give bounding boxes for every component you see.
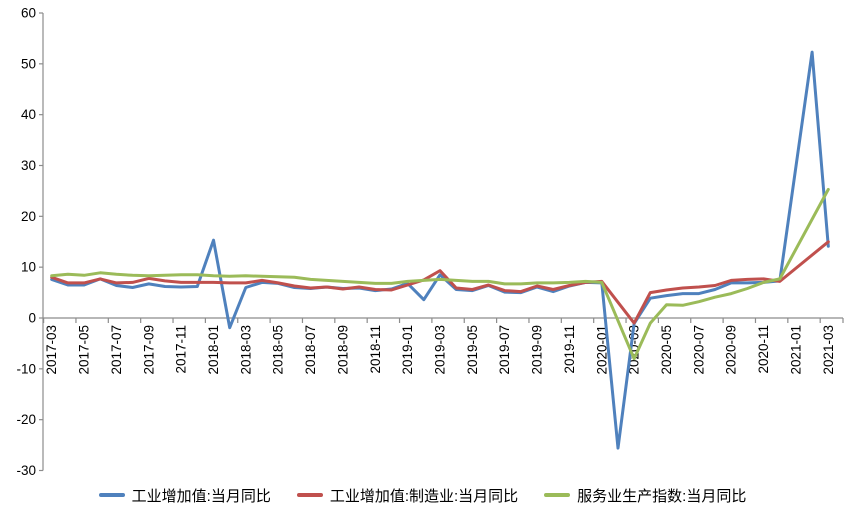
svg-text:2019-01: 2019-01 [400, 325, 415, 375]
svg-text:2020-01: 2020-01 [594, 325, 609, 375]
legend-label: 工业增加值:当月同比 [131, 487, 271, 505]
svg-text:40: 40 [21, 107, 36, 122]
legend-line-swatch-red [296, 493, 323, 497]
legend-line-swatch-blue [98, 493, 125, 497]
svg-text:2021-03: 2021-03 [821, 325, 836, 375]
svg-text:50: 50 [21, 56, 36, 71]
legend-line-swatch-green [544, 493, 571, 497]
svg-text:2020-11: 2020-11 [756, 325, 771, 374]
svg-text:2017-11: 2017-11 [174, 325, 189, 374]
svg-text:20: 20 [21, 209, 36, 224]
svg-text:-10: -10 [16, 361, 36, 376]
svg-text:2018-11: 2018-11 [368, 325, 383, 374]
legend: 工业增加值:当月同比 工业增加值:制造业:当月同比 服务业生产指数:当月同比 [0, 483, 845, 507]
svg-text:10: 10 [21, 260, 36, 275]
legend-item-services: 服务业生产指数:当月同比 [544, 485, 746, 506]
svg-text:30: 30 [21, 158, 36, 173]
svg-text:2020-09: 2020-09 [724, 325, 739, 375]
svg-text:2018-07: 2018-07 [303, 325, 318, 375]
svg-text:-20: -20 [16, 412, 36, 427]
legend-label: 工业增加值:制造业:当月同比 [329, 487, 519, 505]
legend-item-manufacturing: 工业增加值:制造业:当月同比 [296, 485, 519, 506]
legend-label: 服务业生产指数:当月同比 [577, 487, 747, 505]
svg-text:2017-05: 2017-05 [77, 325, 92, 375]
svg-text:2017-07: 2017-07 [109, 325, 124, 375]
svg-text:2019-05: 2019-05 [465, 325, 480, 375]
svg-text:2021-01: 2021-01 [788, 325, 803, 375]
svg-text:2019-09: 2019-09 [530, 325, 545, 375]
svg-text:2020-05: 2020-05 [659, 325, 674, 375]
svg-text:2019-07: 2019-07 [497, 325, 512, 375]
svg-text:2017-09: 2017-09 [141, 325, 156, 375]
svg-text:2019-11: 2019-11 [562, 325, 577, 374]
svg-text:2018-03: 2018-03 [238, 325, 253, 375]
svg-text:2017-03: 2017-03 [44, 325, 59, 375]
svg-text:0: 0 [28, 311, 36, 326]
svg-text:60: 60 [21, 6, 36, 21]
svg-text:2018-05: 2018-05 [271, 325, 286, 375]
svg-text:2020-07: 2020-07 [691, 325, 706, 375]
svg-text:2019-03: 2019-03 [432, 325, 447, 375]
svg-text:2018-09: 2018-09 [335, 325, 350, 375]
svg-text:2018-01: 2018-01 [206, 325, 221, 375]
legend-item-industrial: 工业增加值:当月同比 [98, 485, 271, 506]
svg-text:-30: -30 [16, 463, 36, 478]
